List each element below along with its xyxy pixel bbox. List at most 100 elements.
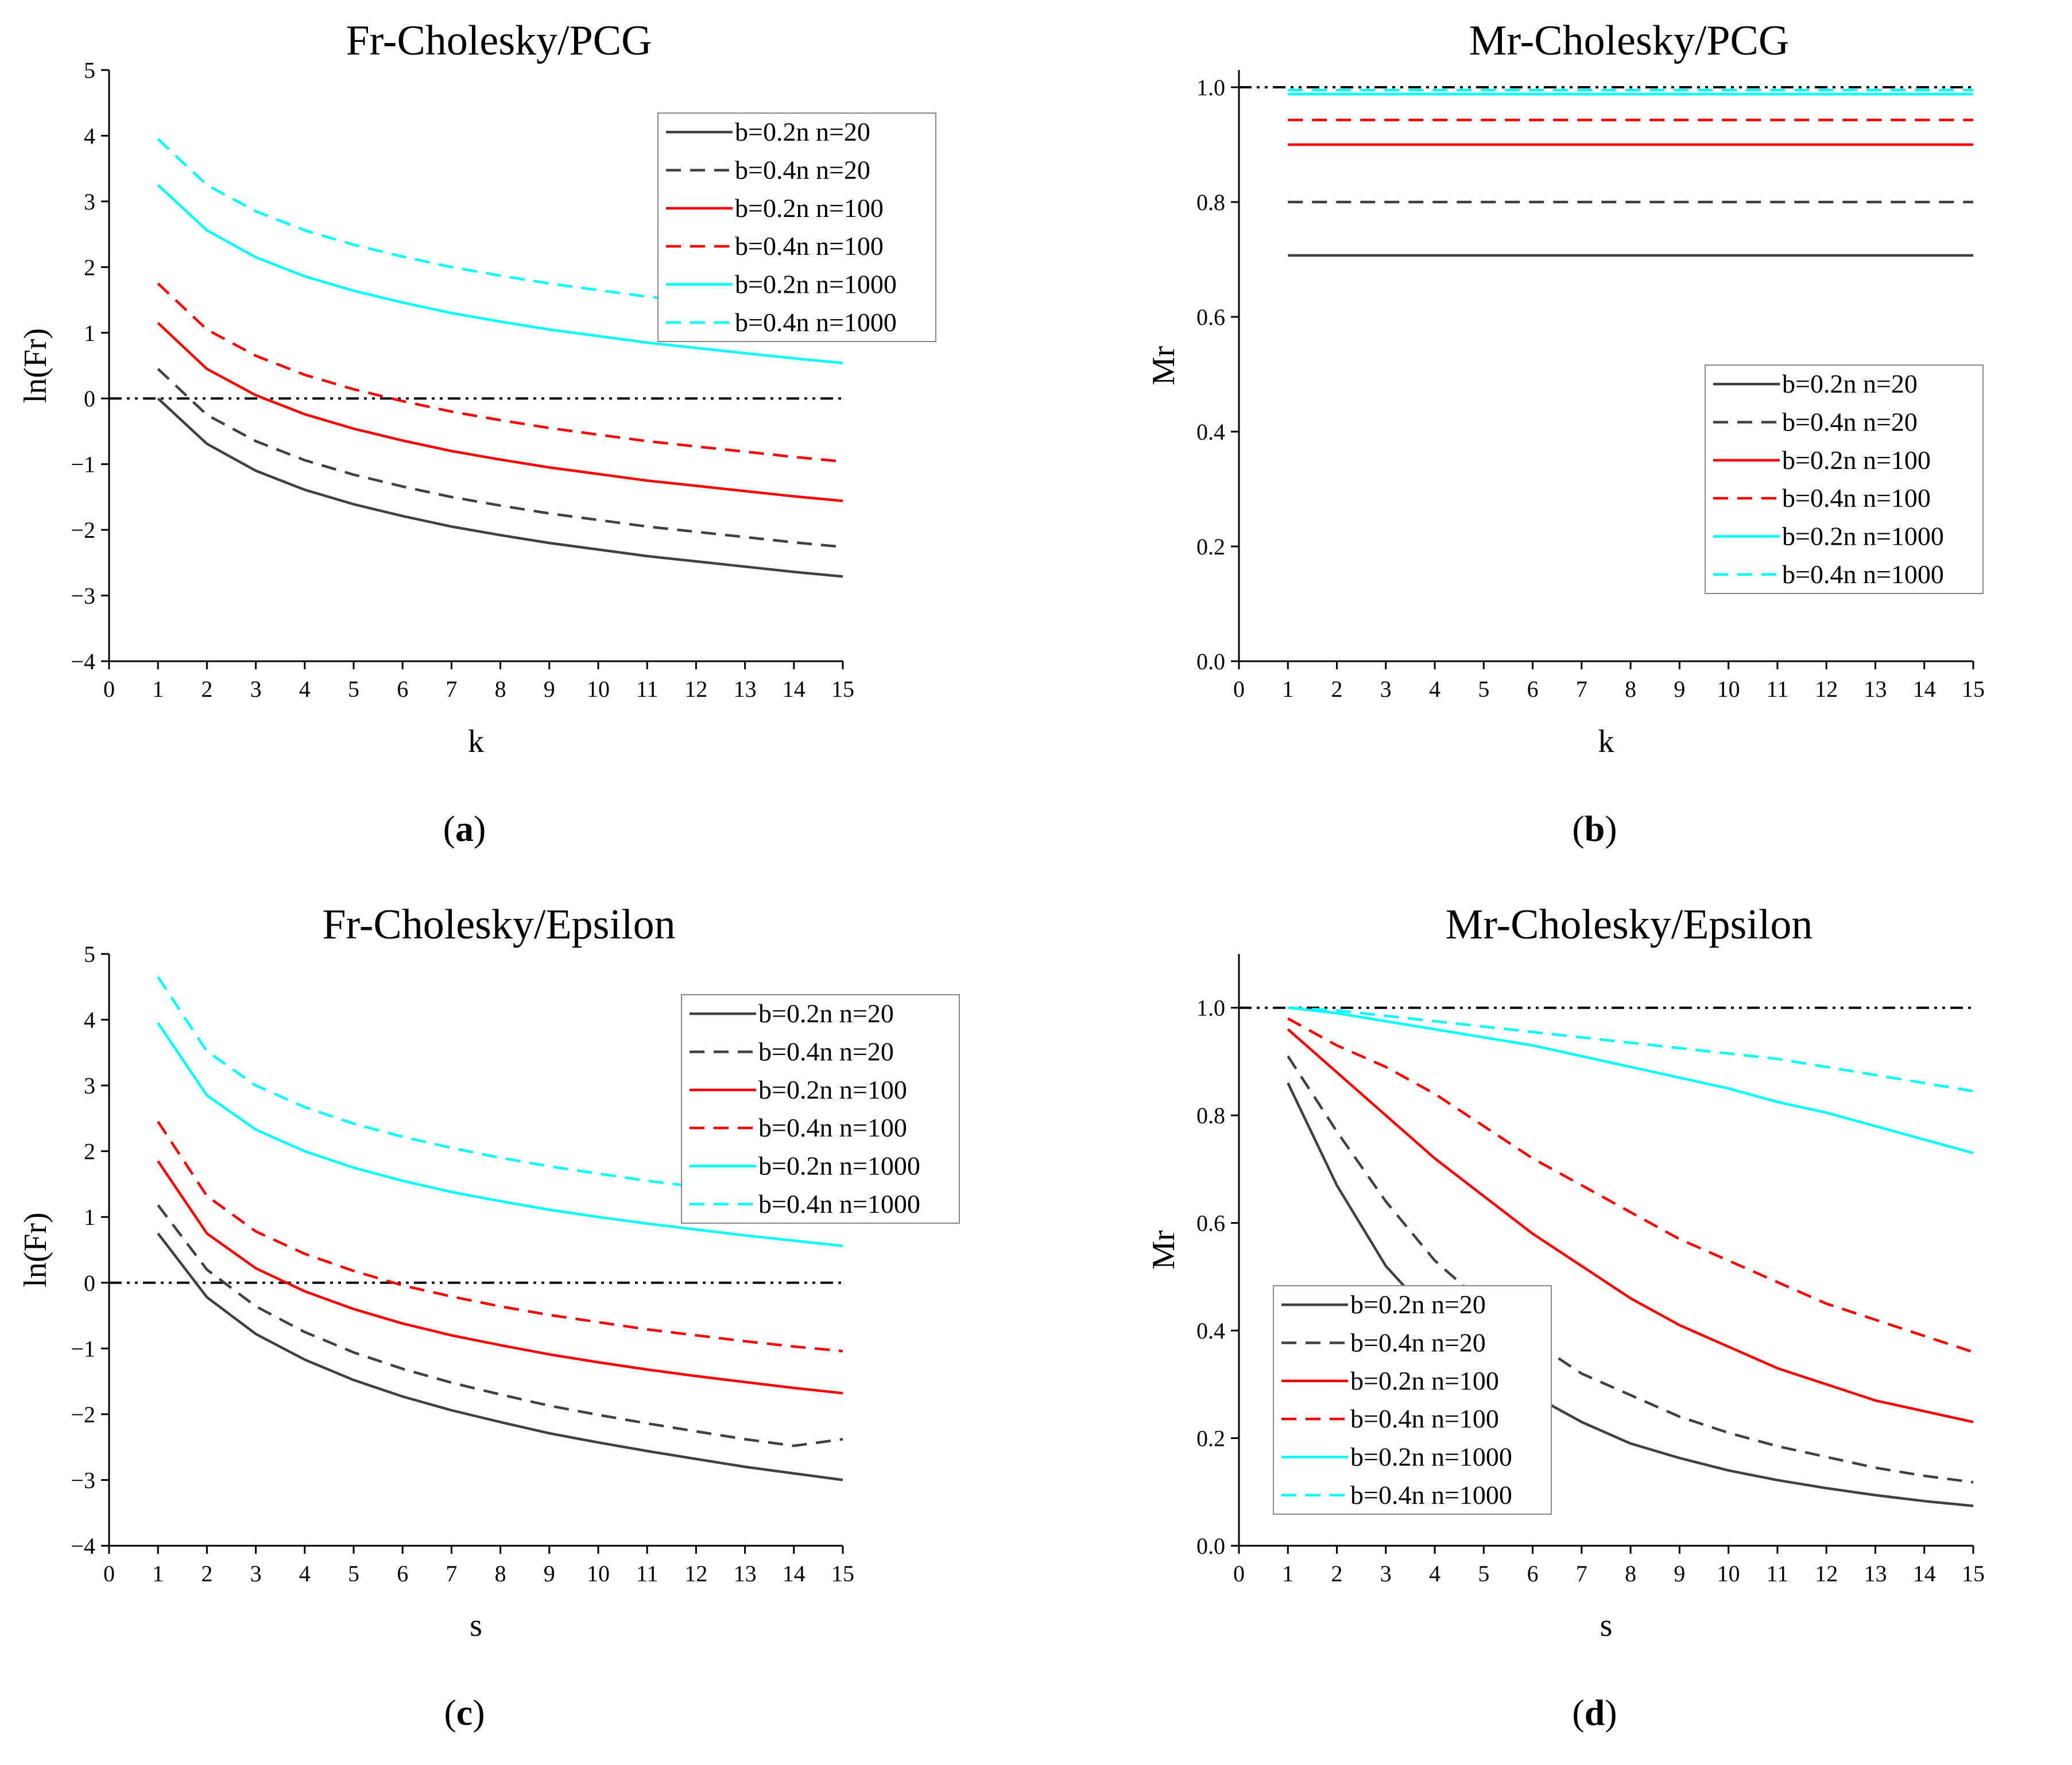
x-tick-label: 3 (1380, 676, 1392, 702)
legend-entry-1: b=0.4n n=20 (735, 156, 870, 185)
y-tick-label: 0.2 (1196, 534, 1225, 560)
y-tick-label: −3 (71, 583, 95, 609)
legend-entry-0: b=0.2n n=20 (1350, 1290, 1486, 1319)
x-tick-label: 9 (1674, 676, 1685, 702)
y-tick-label: −1 (71, 452, 95, 478)
legend-box (1705, 364, 1984, 594)
y-tick-label: 2 (84, 254, 95, 280)
legend-entry-0: b=0.2n n=20 (758, 999, 894, 1028)
y-tick-label: 0.6 (1196, 304, 1225, 330)
series-line-2 (157, 1160, 843, 1395)
x-tick-label: 2 (201, 1561, 212, 1586)
x-tick-label: 10 (587, 1561, 610, 1586)
y-tick-label: 5 (84, 57, 95, 83)
y-tick-label: 0.2 (1196, 1426, 1225, 1452)
x-tick-label: 14 (1913, 1561, 1936, 1586)
y-tick-label: 0 (84, 386, 95, 412)
series-line-4 (1288, 1006, 1974, 1154)
x-tick-label: 12 (684, 676, 707, 702)
legend-entry-3: b=0.4n n=100 (735, 231, 884, 261)
panel-label: (b) (1572, 808, 1617, 849)
series-line-3 (1287, 1017, 1974, 1353)
x-tick-label: 14 (1913, 676, 1936, 702)
x-tick-label: 12 (1815, 1561, 1838, 1586)
legend-entry-1: b=0.4n n=20 (1350, 1328, 1486, 1357)
legend-entry-2: b=0.2n n=100 (735, 193, 884, 223)
x-tick-label: 11 (1767, 676, 1789, 702)
y-tick-label: 1 (84, 320, 95, 346)
y-tick-label: 1 (84, 1204, 95, 1230)
x-tick-label: 15 (831, 676, 854, 702)
series-line-3 (157, 1120, 843, 1353)
panel-label: (d) (1572, 1692, 1617, 1733)
x-axis-label: s (1600, 1608, 1613, 1643)
series-line-1 (157, 368, 843, 549)
x-axis-label: s (470, 1608, 482, 1643)
x-tick-label: 8 (1625, 1561, 1636, 1586)
y-axis-label: Mr (1146, 1230, 1182, 1270)
x-tick-label: 13 (734, 1561, 757, 1586)
x-tick-label: 11 (1767, 1561, 1789, 1586)
legend-box (681, 994, 960, 1224)
y-tick-label: 0.8 (1196, 189, 1225, 215)
x-tick-label: 11 (636, 676, 659, 702)
x-tick-label: 4 (299, 1561, 311, 1586)
x-tick-label: 5 (1478, 676, 1489, 702)
legend-entry-0: b=0.2n n=20 (735, 117, 870, 146)
series-line-2 (157, 321, 843, 503)
legend-entry-1: b=0.4n n=20 (758, 1037, 894, 1066)
legend-entry-5: b=0.4n n=1000 (735, 308, 897, 337)
x-tick-label: 10 (587, 676, 610, 702)
series-line-1 (157, 1204, 843, 1448)
y-tick-label: −2 (71, 1402, 95, 1427)
x-tick-label: 5 (1478, 1561, 1489, 1586)
chart-title: Fr-Cholesky/PCG (346, 17, 652, 64)
x-tick-label: 4 (1429, 1561, 1440, 1586)
y-tick-label: 0.0 (1196, 649, 1225, 674)
x-tick-label: 13 (1864, 1561, 1887, 1586)
x-tick-label: 0 (103, 676, 115, 702)
y-tick-label: −4 (71, 649, 95, 674)
x-tick-label: 11 (636, 1561, 659, 1586)
y-tick-label: 3 (84, 189, 95, 215)
legend: b=0.2n n=20 b=0.4n n=20 b=0.2n n=100 b=0.4n… (1705, 364, 1984, 594)
y-tick-label: 0.4 (1196, 419, 1225, 445)
chart-panel-b: 0 1 2 3 4 5 6 7 8 9 10 11 12 13 14 150.00.20.40.60.81.0… (1146, 17, 1985, 849)
y-axis-label: ln(Fr) (18, 1212, 53, 1287)
y-tick-label: 1.0 (1196, 75, 1225, 100)
legend-entry-3: b=0.4n n=100 (1782, 483, 1931, 513)
legend: b=0.2n n=20 b=0.4n n=20 b=0.2n n=100 b=0.4n… (681, 994, 960, 1224)
x-tick-label: 13 (1864, 676, 1887, 702)
legend-entry-4: b=0.2n n=1000 (1782, 522, 1944, 551)
x-axis-label: k (468, 724, 484, 759)
legend-entry-4: b=0.2n n=1000 (735, 270, 897, 299)
legend: b=0.2n n=20 b=0.4n n=20 b=0.2n n=100 b=0.4n… (657, 113, 936, 342)
chart-panel-c: 0 1 2 3 4 5 6 7 8 9 10 11 12 13 14 15−4−3−2−1012345Fr-C… (18, 901, 960, 1733)
x-tick-label: 0 (1233, 676, 1245, 702)
x-tick-label: 5 (348, 1561, 359, 1586)
x-tick-label: 4 (299, 676, 311, 702)
x-tick-label: 1 (1282, 1561, 1293, 1586)
y-tick-label: 1.0 (1196, 995, 1225, 1021)
legend-entry-2: b=0.2n n=100 (758, 1075, 907, 1104)
y-tick-label: 0.8 (1196, 1103, 1225, 1128)
x-tick-label: 3 (250, 676, 262, 702)
x-tick-label: 14 (783, 676, 805, 702)
legend-entry-4: b=0.2n n=1000 (758, 1151, 920, 1181)
panel-label: (a) (443, 808, 486, 849)
y-tick-label: 2 (84, 1139, 95, 1165)
y-tick-label: 4 (84, 1007, 95, 1033)
x-tick-label: 9 (544, 1561, 555, 1586)
legend-entry-3: b=0.4n n=100 (1350, 1404, 1499, 1433)
x-tick-label: 6 (397, 1561, 408, 1586)
x-tick-label: 7 (1576, 1561, 1587, 1586)
x-tick-label: 7 (1576, 676, 1587, 702)
x-tick-label: 10 (1717, 676, 1740, 702)
x-tick-label: 8 (1625, 676, 1636, 702)
y-tick-label: 4 (84, 123, 95, 149)
x-tick-label: 7 (446, 676, 457, 702)
x-tick-label: 12 (1815, 676, 1838, 702)
x-tick-label: 5 (348, 676, 359, 702)
chart-panel-d: 0 1 2 3 4 5 6 7 8 9 10 11 12 13 14 150.00.20.40.60.81.0… (1146, 901, 1985, 1733)
panel-label: (c) (444, 1692, 485, 1733)
